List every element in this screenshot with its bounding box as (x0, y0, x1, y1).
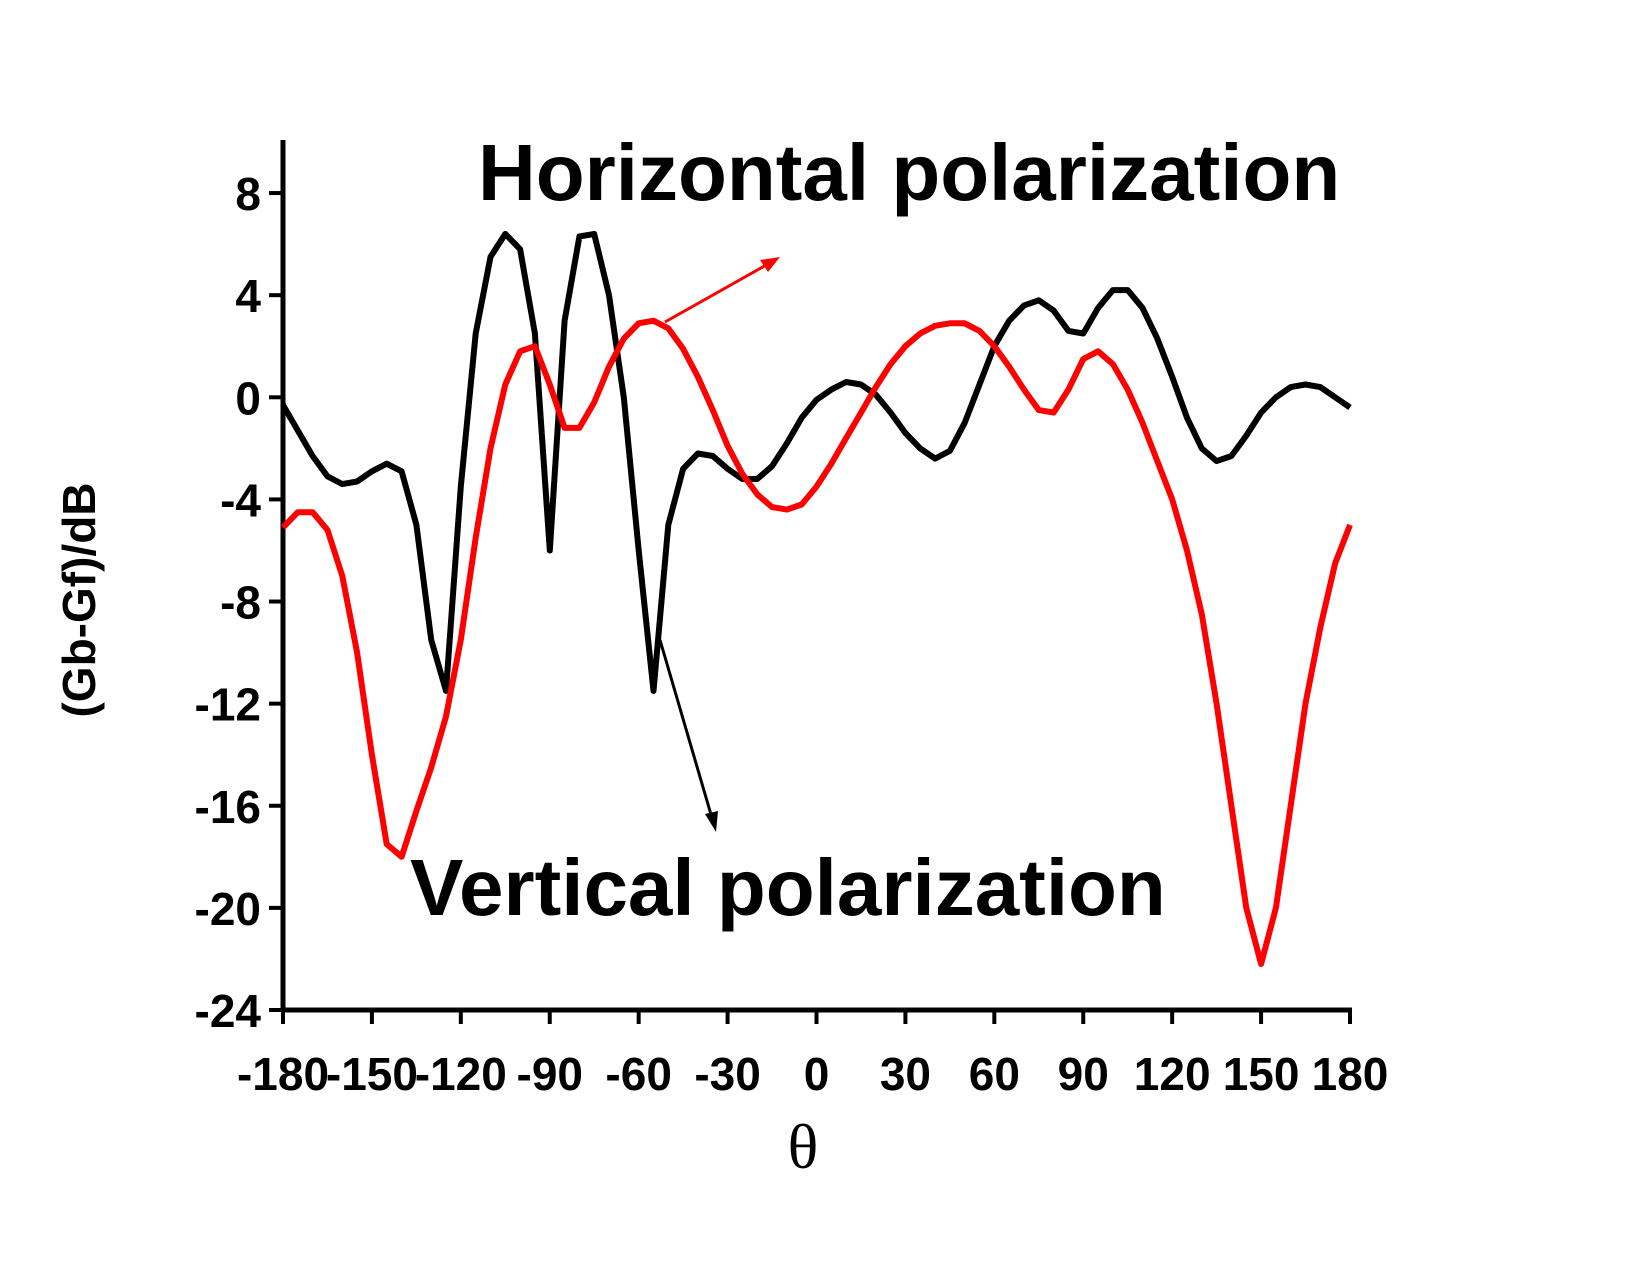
x-tick-label: 150 (1223, 1048, 1300, 1100)
x-tick-label: 120 (1134, 1048, 1211, 1100)
annotation-arrow (658, 639, 714, 819)
x-tick-label: 90 (1058, 1048, 1109, 1100)
x-tick-label: -90 (517, 1048, 583, 1100)
y-tick-label: -20 (195, 883, 261, 935)
y-tick-label: 4 (235, 270, 261, 322)
series-line (280, 317, 1353, 967)
series-line (280, 230, 1352, 694)
x-tick-label: 30 (880, 1048, 931, 1100)
x-axis-title: θ (788, 1111, 819, 1182)
y-tick-label: -16 (195, 781, 261, 833)
y-tick-label: 0 (235, 372, 261, 424)
x-tick-label: 0 (804, 1048, 830, 1100)
y-tick-label: -4 (220, 474, 261, 526)
y-tick-label: 8 (235, 168, 261, 220)
annotation: Vertical polarization (410, 843, 1166, 932)
annotation-arrow (664, 262, 769, 324)
x-tick-label: 180 (1312, 1048, 1389, 1100)
arrow-head (760, 257, 780, 272)
y-axis-title: (Gb-Gf)/dB (53, 482, 105, 717)
arrow-head (705, 811, 718, 832)
x-tick-label: -150 (326, 1048, 418, 1100)
annotation: Horizontal polarization (478, 128, 1340, 217)
x-tick-label: -30 (694, 1048, 760, 1100)
x-tick-label: -120 (415, 1048, 507, 1100)
y-tick-label: -8 (220, 577, 261, 629)
x-tick-label: 60 (969, 1048, 1020, 1100)
y-tick-label: -24 (195, 985, 262, 1037)
x-tick-label: -180 (237, 1048, 329, 1100)
x-tick-label: -60 (605, 1048, 671, 1100)
y-tick-label: -12 (195, 679, 261, 731)
